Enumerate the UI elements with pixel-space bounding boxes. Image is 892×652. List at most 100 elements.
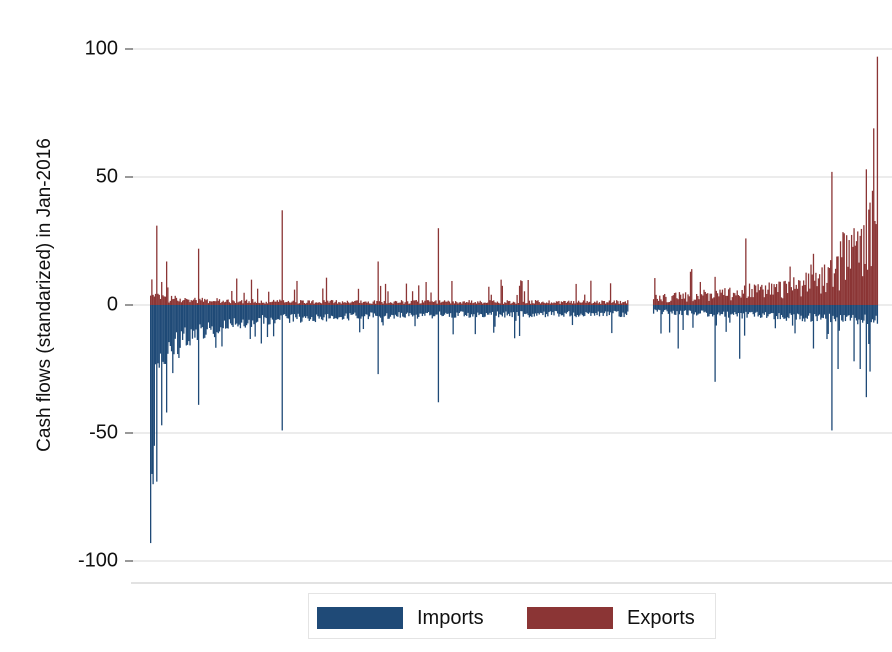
exports-bar bbox=[308, 300, 310, 305]
exports-bar bbox=[306, 302, 308, 305]
exports-bar bbox=[324, 301, 326, 305]
imports-bar bbox=[516, 305, 518, 313]
imports-bar bbox=[466, 305, 468, 316]
imports-bar bbox=[801, 305, 804, 322]
imports-bar bbox=[157, 305, 159, 364]
exports-bar bbox=[398, 302, 400, 305]
imports-bar bbox=[387, 305, 389, 319]
imports-bar bbox=[295, 305, 297, 318]
imports-bar bbox=[552, 305, 554, 313]
exports-bar bbox=[853, 228, 855, 305]
y-tick-label: -50 bbox=[89, 421, 118, 443]
imports-bar bbox=[561, 305, 564, 316]
imports-bar bbox=[242, 305, 244, 320]
imports-bar bbox=[580, 305, 582, 314]
exports-bar bbox=[178, 301, 180, 305]
imports-bar bbox=[593, 305, 596, 316]
exports-bar bbox=[687, 294, 689, 305]
exports-bar bbox=[216, 298, 218, 305]
exports-bar bbox=[756, 292, 758, 305]
imports-bar bbox=[334, 305, 336, 319]
exports-bar bbox=[339, 302, 341, 305]
imports-bar bbox=[209, 305, 211, 328]
imports-bar bbox=[276, 305, 278, 320]
imports-bar bbox=[165, 305, 168, 413]
imports-bar bbox=[822, 305, 824, 319]
imports-bar bbox=[459, 305, 462, 312]
imports-bar bbox=[741, 305, 743, 319]
exports-bar bbox=[725, 295, 727, 305]
imports-bar bbox=[161, 305, 163, 426]
imports-bar bbox=[812, 305, 815, 349]
exports-bar bbox=[768, 282, 770, 305]
imports-bar bbox=[311, 305, 313, 317]
exports-bar bbox=[516, 294, 518, 305]
exports-bar bbox=[601, 300, 603, 305]
imports-bar bbox=[787, 305, 789, 318]
imports-bar bbox=[470, 305, 473, 315]
imports-bar bbox=[766, 305, 768, 318]
imports-bar bbox=[684, 305, 687, 311]
exports-bar bbox=[173, 298, 175, 305]
exports-bar bbox=[689, 271, 692, 305]
exports-bar bbox=[280, 300, 282, 305]
exports-bar bbox=[440, 302, 442, 305]
exports-bar bbox=[156, 225, 158, 305]
imports-bar bbox=[868, 305, 870, 344]
exports-bar bbox=[541, 302, 543, 305]
imports-bar bbox=[509, 305, 511, 317]
exports-bar bbox=[576, 302, 579, 305]
imports-bar bbox=[268, 305, 270, 325]
imports-bar bbox=[255, 305, 258, 323]
exports-bar bbox=[716, 293, 719, 305]
exports-bar bbox=[221, 301, 223, 305]
exports-bar bbox=[668, 301, 671, 305]
imports-bar bbox=[505, 305, 507, 312]
exports-bar bbox=[859, 235, 861, 305]
imports-bar bbox=[213, 305, 216, 338]
imports-bar bbox=[252, 305, 254, 321]
exports-bar bbox=[414, 300, 416, 305]
imports-bar bbox=[446, 305, 448, 315]
exports-bar bbox=[457, 303, 459, 305]
exports-bar bbox=[276, 300, 278, 305]
imports-bar bbox=[865, 305, 867, 398]
exports-bar bbox=[419, 303, 421, 305]
imports-bar bbox=[154, 305, 157, 365]
imports-bar bbox=[169, 305, 171, 346]
imports-bar bbox=[843, 305, 845, 316]
exports-bar bbox=[410, 300, 412, 305]
exports-bar bbox=[773, 284, 775, 305]
imports-bar bbox=[545, 305, 548, 315]
imports-bar bbox=[761, 305, 763, 318]
exports-bar bbox=[332, 300, 334, 305]
imports-bar bbox=[264, 305, 266, 318]
imports-bar bbox=[250, 305, 253, 327]
imports-bar bbox=[341, 305, 344, 320]
imports-bar bbox=[313, 305, 315, 321]
imports-bar bbox=[269, 305, 271, 325]
exports-bar bbox=[746, 298, 748, 305]
imports-bar bbox=[678, 305, 681, 315]
imports-bar bbox=[228, 305, 230, 320]
imports-bar bbox=[301, 305, 303, 322]
exports-bar bbox=[423, 302, 425, 305]
imports-bar bbox=[595, 305, 597, 313]
imports-bar bbox=[810, 305, 812, 322]
exports-bar bbox=[757, 284, 759, 305]
exports-bar bbox=[431, 301, 433, 305]
imports-bar bbox=[410, 305, 412, 315]
exports-bar bbox=[846, 235, 848, 305]
exports-bar bbox=[582, 300, 585, 305]
exports-bar bbox=[548, 300, 550, 305]
exports-bar bbox=[569, 302, 571, 305]
imports-bar bbox=[477, 305, 479, 313]
exports-bar bbox=[359, 302, 361, 305]
exports-bar bbox=[831, 171, 833, 305]
imports-bar bbox=[702, 305, 704, 311]
exports-bar bbox=[750, 297, 752, 305]
imports-bar bbox=[620, 305, 623, 317]
imports-bar bbox=[661, 305, 663, 315]
exports-bar bbox=[382, 303, 384, 305]
imports-bar bbox=[392, 305, 394, 316]
